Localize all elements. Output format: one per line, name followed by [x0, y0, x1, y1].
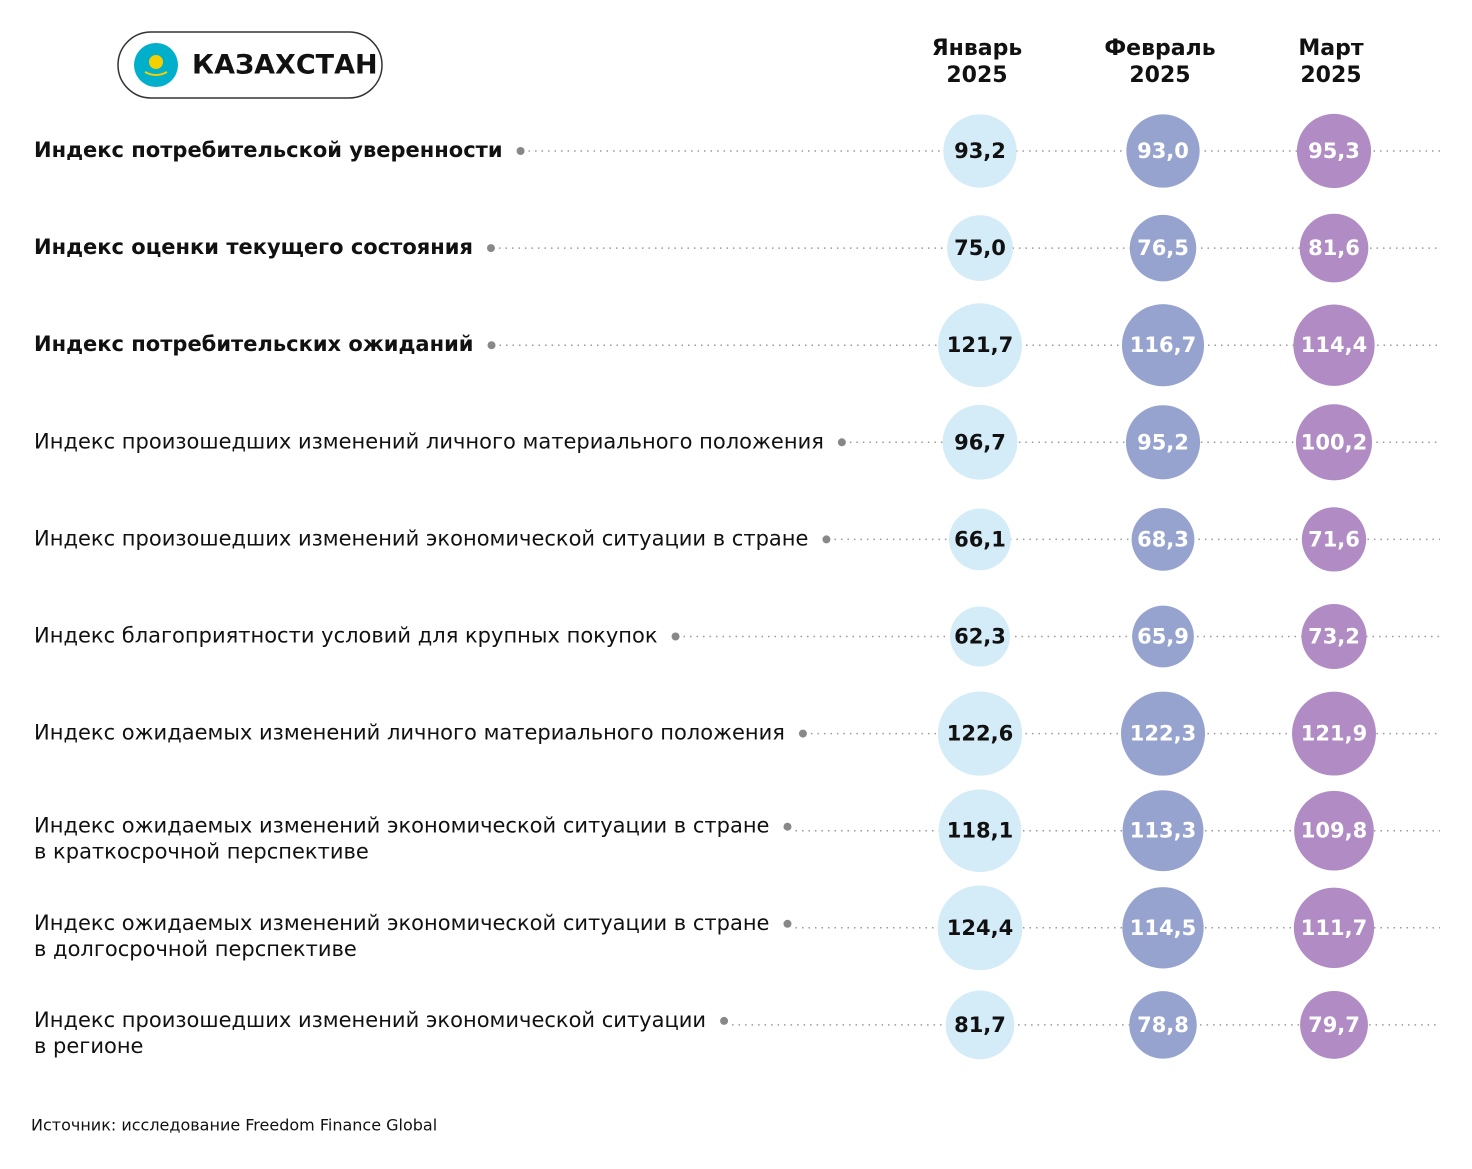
column-month: Февраль	[1104, 36, 1215, 61]
value-bubble	[943, 114, 1017, 188]
value-bubble	[1129, 214, 1197, 282]
value-label: 116,7	[1130, 333, 1196, 357]
value-bubble	[949, 508, 1011, 571]
leader-dot	[783, 919, 792, 928]
value-label: 114,4	[1301, 333, 1367, 357]
value-bubble	[1293, 304, 1375, 386]
value-bubble	[1300, 990, 1368, 1059]
value-label: 75,0	[954, 236, 1006, 260]
value-label: 95,2	[1137, 430, 1189, 454]
row-label: Индекс ожидаемых изменений экономической…	[34, 911, 769, 935]
row-label: Индекс произошедших изменений экономичес…	[34, 526, 808, 550]
value-label: 121,7	[947, 333, 1013, 357]
value-label: 113,3	[1130, 819, 1196, 843]
value-label: 95,3	[1308, 139, 1360, 163]
value-bubble	[1131, 507, 1195, 571]
row-label: Индекс произошедших изменений экономичес…	[34, 1008, 706, 1032]
row-label: в долгосрочной перспективе	[34, 937, 357, 961]
value-label: 93,2	[954, 139, 1006, 163]
source: Источник: исследование Freedom Finance G…	[31, 1116, 437, 1135]
value-bubble	[1132, 605, 1194, 668]
leader-dot	[822, 535, 831, 544]
country-pill	[117, 31, 383, 99]
value-label: 79,7	[1308, 1013, 1360, 1037]
value-label: 114,5	[1130, 916, 1196, 940]
value-bubble	[945, 990, 1015, 1060]
value-bubble	[1299, 213, 1369, 283]
value-bubble	[938, 303, 1022, 388]
value-label: 76,5	[1137, 236, 1189, 260]
value-label: 68,3	[1137, 527, 1189, 551]
value-label: 111,7	[1301, 916, 1367, 940]
leader-dot	[486, 244, 495, 253]
value-bubble	[1294, 790, 1374, 871]
value-label: 81,7	[954, 1013, 1006, 1037]
row-label: Индекс благоприятности условий для крупн…	[34, 624, 658, 648]
value-label: 71,6	[1308, 527, 1360, 551]
leader-dot	[837, 438, 846, 447]
value-bubble	[1126, 114, 1200, 188]
value-bubble	[1122, 887, 1204, 969]
value-label: 66,1	[954, 527, 1006, 551]
value-label: 73,2	[1308, 625, 1360, 649]
value-label: 122,3	[1130, 722, 1196, 746]
row-label: Индекс потребительских ожиданий	[34, 332, 474, 356]
value-bubble	[1296, 113, 1372, 189]
value-label: 65,9	[1137, 625, 1189, 649]
row-label: Индекс произошедших изменений личного ма…	[34, 429, 824, 453]
value-bubble	[947, 215, 1013, 282]
leader-dot	[720, 1016, 729, 1025]
row-label: в регионе	[34, 1034, 143, 1058]
value-label: 121,9	[1301, 722, 1367, 746]
value-label: 78,8	[1137, 1013, 1189, 1037]
value-label: 62,3	[954, 625, 1006, 649]
flag-sun	[149, 55, 163, 69]
leader-dot	[487, 341, 496, 350]
value-bubble	[942, 404, 1018, 480]
value-label: 122,6	[947, 722, 1013, 746]
column-year: 2025	[1300, 63, 1361, 88]
column-year: 2025	[946, 63, 1007, 88]
leader-dot	[783, 822, 792, 831]
row-label: Индекс ожидаемых изменений личного матер…	[34, 721, 785, 745]
value-label: 109,8	[1301, 819, 1367, 843]
value-bubble	[1129, 991, 1197, 1059]
value-label: 96,7	[954, 430, 1006, 454]
value-bubble	[1293, 887, 1375, 968]
country-name: КАЗАХСТАН	[192, 50, 378, 81]
value-bubble	[1121, 304, 1205, 387]
value-label: 81,6	[1308, 236, 1360, 260]
row-label: Индекс оценки текущего состояния	[34, 235, 473, 259]
column-year: 2025	[1129, 63, 1190, 88]
value-bubble	[1301, 603, 1367, 670]
leader-dot	[516, 147, 525, 155]
row-label: Индекс потребительской уверенности	[34, 138, 503, 162]
value-label: 118,1	[947, 819, 1013, 843]
value-bubble	[1295, 404, 1373, 481]
leader-dot	[798, 729, 807, 738]
value-bubble	[938, 789, 1022, 872]
row-label: Индекс ожидаемых изменений экономической…	[34, 814, 769, 838]
value-label: 124,4	[947, 916, 1013, 940]
value-bubble	[1122, 790, 1204, 872]
value-bubble	[950, 606, 1010, 667]
leader-dot	[671, 632, 680, 641]
value-bubble	[1292, 691, 1376, 776]
value-label: 93,0	[1137, 139, 1189, 163]
column-month: Март	[1298, 36, 1363, 61]
value-label: 100,2	[1301, 430, 1367, 454]
value-bubble	[1125, 405, 1201, 480]
flag-eagle	[144, 71, 168, 76]
row-label: в краткосрочной перспективе	[34, 840, 369, 864]
column-month: Январь	[932, 36, 1023, 61]
value-bubble	[937, 691, 1023, 776]
value-bubble	[1120, 691, 1206, 776]
value-bubble	[937, 885, 1023, 971]
value-bubble	[1301, 507, 1367, 572]
